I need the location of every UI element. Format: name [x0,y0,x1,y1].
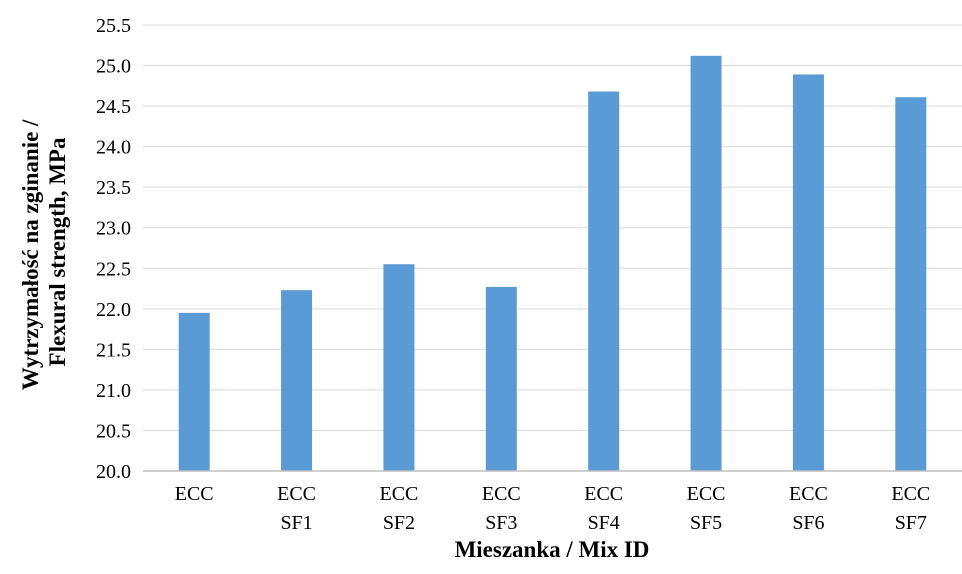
y-tick-label: 20.5 [96,420,131,442]
bar [690,55,722,471]
x-axis-title: Mieszanka / Mix ID [455,537,650,562]
y-tick-labels: 20.0 20.5 21.0 21.5 22.0 22.5 23.0 23.5 24.0 24.5… [96,15,131,483]
x-tick-labels: ECC ECC SF1 ECC SF2 ECC SF3 ECC SF4 ECC SF5 ECC SF6 E… [175,483,931,534]
y-tick-label: 23.0 [96,218,131,240]
y-tick-label: 25.5 [96,15,131,37]
y-tick-label: 20.0 [96,461,131,483]
y-tick-label: 25.0 [96,56,131,78]
x-tick-label: SF4 [588,512,620,534]
y-axis-title-line-2: Flexural strength, MPa [45,137,70,366]
y-tick-label: 21.5 [96,339,131,361]
x-tick-label: SF5 [690,512,722,534]
gridlines [143,24,962,431]
bar [895,97,927,472]
y-tick-label: 23.5 [96,177,131,199]
bar [588,91,620,472]
x-tick-label: SF6 [792,512,824,534]
y-tick-label: 22.0 [96,299,131,321]
x-tick-label: SF2 [383,512,415,534]
y-tick-label: 21.0 [96,380,131,402]
y-tick-label: 24.0 [96,137,131,159]
x-tick-label: ECC [687,483,726,505]
y-tick-label: 24.5 [96,96,131,118]
x-tick-label: ECC [584,483,623,505]
y-axis-title: Wytrzymałość na zginanie / Flexural stre… [18,114,70,390]
x-tick-label: ECC [482,483,521,505]
x-tick-label: SF1 [280,512,312,534]
x-tick-label: SF7 [895,512,927,534]
bar [383,264,415,471]
x-tick-label: ECC [891,483,930,505]
x-tick-label: ECC [379,483,418,505]
x-tick-label: ECC [175,483,214,505]
bar [281,290,313,471]
x-tick-label: ECC [277,483,316,505]
bars [178,55,927,472]
x-tick-label: SF3 [485,512,517,534]
bar [792,74,824,471]
y-tick-label: 22.5 [96,258,131,280]
y-axis-title-line-1: Wytrzymałość na zginanie / [18,119,43,390]
bar [485,286,517,471]
bar [178,312,210,471]
x-tick-label: ECC [789,483,828,505]
